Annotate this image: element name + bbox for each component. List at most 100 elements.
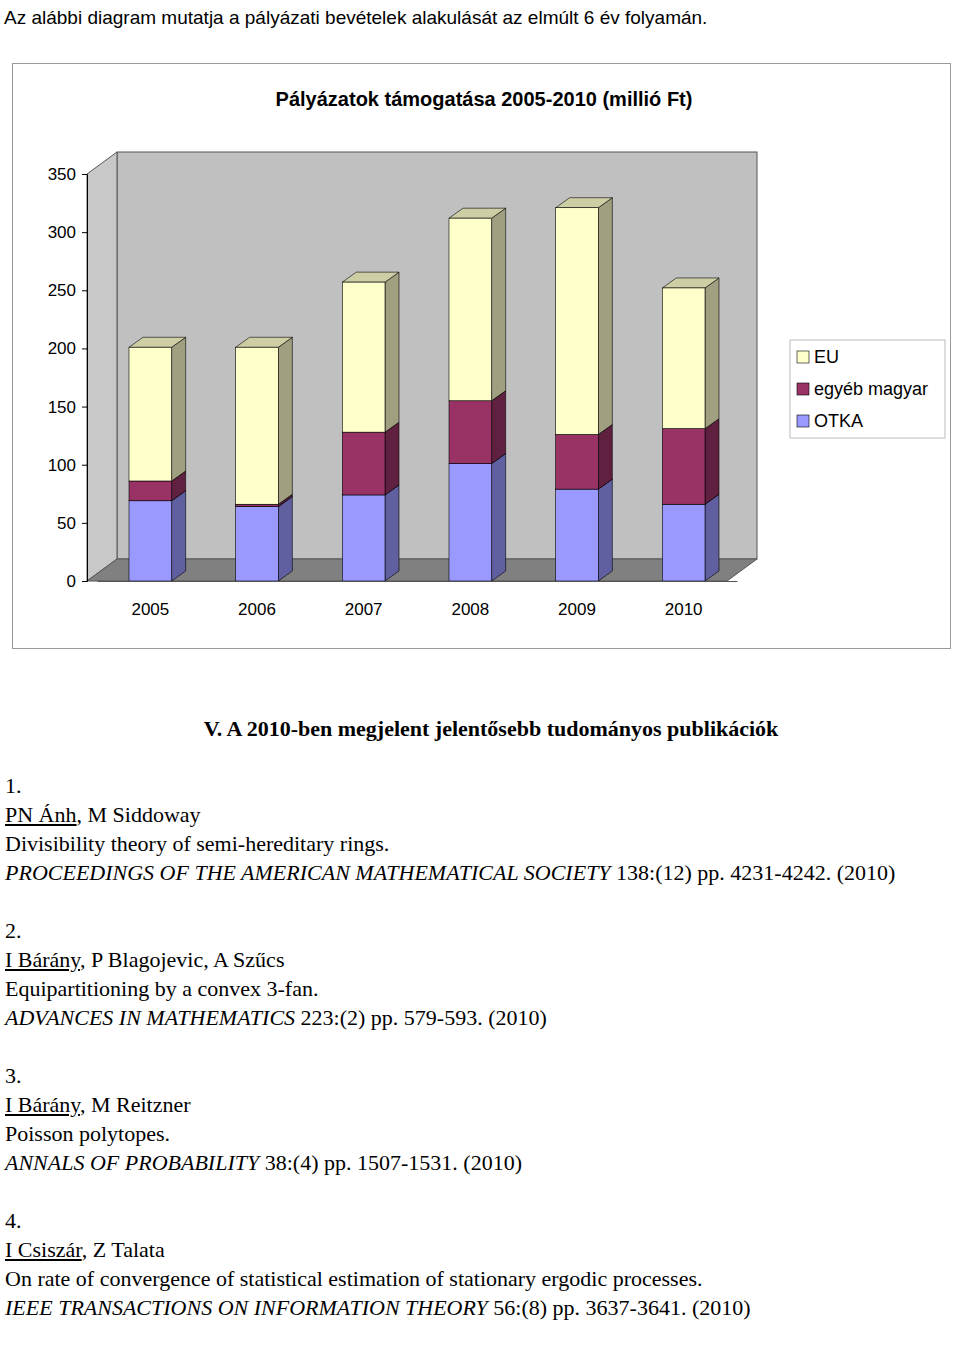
pub-number: 2. <box>5 916 957 945</box>
x-tick: 2009 <box>558 581 596 619</box>
bar <box>129 501 172 581</box>
legend-swatch <box>797 351 809 363</box>
pub-journal: PROCEEDINGS OF THE AMERICAN MATHEMATICAL… <box>5 860 611 885</box>
x-tick: 2006 <box>238 581 276 619</box>
bar <box>342 495 385 581</box>
legend-label: egyéb magyar <box>814 379 928 399</box>
bar-group <box>449 454 506 581</box>
pub-details: 223:(2) pp. 579-593. (2010) <box>295 1005 547 1030</box>
bar <box>556 208 599 435</box>
pub-details: 138:(12) pp. 4231-4242. (2010) <box>611 860 896 885</box>
x-tick-label: 2005 <box>131 600 169 619</box>
publication: 1.PN Ánh, M SiddowayDivisibility theory … <box>5 771 957 887</box>
y-tick-mark <box>82 523 87 524</box>
bar-side <box>172 337 186 481</box>
bar <box>342 282 385 432</box>
pub-coauthors: , M Siddoway <box>77 802 201 827</box>
y-tick: 0 <box>67 572 87 591</box>
section-heading: V. A 2010-ben megjelent jelentősebb tudo… <box>5 714 957 743</box>
pub-authors: I Bárány, P Blagojevic, A Szűcs <box>5 945 957 974</box>
bar-top <box>236 337 293 347</box>
bar-side <box>278 497 292 581</box>
bar <box>236 347 279 504</box>
y-tick: 350 <box>48 165 87 184</box>
bar-group <box>662 419 719 505</box>
x-tick-label: 2008 <box>451 600 489 619</box>
y-tick: 100 <box>48 456 87 475</box>
x-tick: 2007 <box>345 581 383 619</box>
pub-journal: ANNALS OF PROBABILITY <box>5 1150 259 1175</box>
y-tick-mark <box>82 407 87 408</box>
bar <box>662 288 705 429</box>
bar-group <box>662 278 719 429</box>
y-tick-mark <box>82 581 87 582</box>
legend-entry: OTKA <box>797 411 863 431</box>
bar-side <box>705 419 719 505</box>
bar-top <box>129 337 186 347</box>
y-tick-mark <box>82 290 87 291</box>
publication: 4.I Csiszár, Z TalataOn rate of converge… <box>5 1206 957 1322</box>
pub-first-author[interactable]: I Csiszár <box>5 1237 82 1262</box>
bar <box>449 464 492 581</box>
y-tick-mark <box>82 465 87 466</box>
bar-side <box>385 485 399 581</box>
pub-authors: I Csiszár, Z Talata <box>5 1235 957 1264</box>
chart: Az alábbi diagram mutatja a pályázati be… <box>0 0 960 660</box>
legend: EU egyéb magyar OTKA <box>790 340 945 438</box>
bar <box>449 218 492 401</box>
bar-group <box>342 272 399 432</box>
pub-title: Divisibility theory of semi-hereditary r… <box>5 829 957 858</box>
y-axis: 0 50 100 150 200 250 300 350 <box>48 165 88 591</box>
bar <box>449 401 492 464</box>
x-tick-label: 2006 <box>238 600 276 619</box>
side-wall <box>87 152 117 581</box>
pub-title: On rate of convergence of statistical es… <box>5 1264 957 1293</box>
bar-side <box>278 337 292 504</box>
y-axis-line <box>82 175 88 582</box>
bar-top <box>449 208 506 218</box>
bar <box>236 504 279 506</box>
y-tick: 50 <box>57 514 87 533</box>
pub-authors: I Bárány, M Reitzner <box>5 1090 957 1119</box>
pub-journal-line: PROCEEDINGS OF THE AMERICAN MATHEMATICAL… <box>5 858 957 887</box>
y-tick-mark <box>82 232 87 233</box>
publication: 3.I Bárány, M ReitznerPoisson polytopes.… <box>5 1061 957 1177</box>
intro-text: Az alábbi diagram mutatja a pályázati be… <box>4 7 707 28</box>
pub-coauthors: , Z Talata <box>82 1237 165 1262</box>
bar-side <box>385 422 399 495</box>
legend-label: OTKA <box>814 411 863 431</box>
bar-top <box>342 272 399 282</box>
pub-journal-line: IEEE TRANSACTIONS ON INFORMATION THEORY … <box>5 1293 957 1322</box>
floor <box>87 559 757 581</box>
x-tick: 2008 <box>451 581 489 619</box>
legend-label: EU <box>814 347 839 367</box>
pub-first-author[interactable]: I Bárány <box>5 1092 80 1117</box>
bar-group <box>556 198 613 435</box>
bar-top <box>556 198 613 208</box>
y-tick: 150 <box>48 398 87 417</box>
pub-title: Equipartitioning by a convex 3-fan. <box>5 974 957 1003</box>
pub-first-author[interactable]: PN Ánh <box>5 802 77 827</box>
y-tick-label: 100 <box>48 456 76 475</box>
y-tick-mark <box>82 174 87 175</box>
legend-swatch <box>797 415 809 427</box>
bar-side <box>492 208 506 401</box>
bar-group <box>129 491 186 581</box>
y-tick-label: 0 <box>67 572 76 591</box>
bar-side <box>705 494 719 581</box>
x-tick-label: 2010 <box>665 600 703 619</box>
y-tick-label: 300 <box>48 223 76 242</box>
pub-first-author[interactable]: I Bárány <box>5 947 80 972</box>
pub-journal-line: ADVANCES IN MATHEMATICS 223:(2) pp. 579-… <box>5 1003 957 1032</box>
legend-entry: egyéb magyar <box>797 379 928 399</box>
bar-group <box>342 422 399 495</box>
legend-entry: EU <box>797 347 839 367</box>
plot-area <box>129 198 719 581</box>
y-tick-label: 200 <box>48 339 76 358</box>
y-tick: 200 <box>48 339 87 358</box>
chart-title: Pályázatok támogatása 2005-2010 (millió … <box>276 88 693 110</box>
bar-top <box>662 278 719 288</box>
y-tick: 250 <box>48 281 87 300</box>
pub-coauthors: , P Blagojevic, A Szűcs <box>80 947 285 972</box>
bar <box>236 507 279 581</box>
